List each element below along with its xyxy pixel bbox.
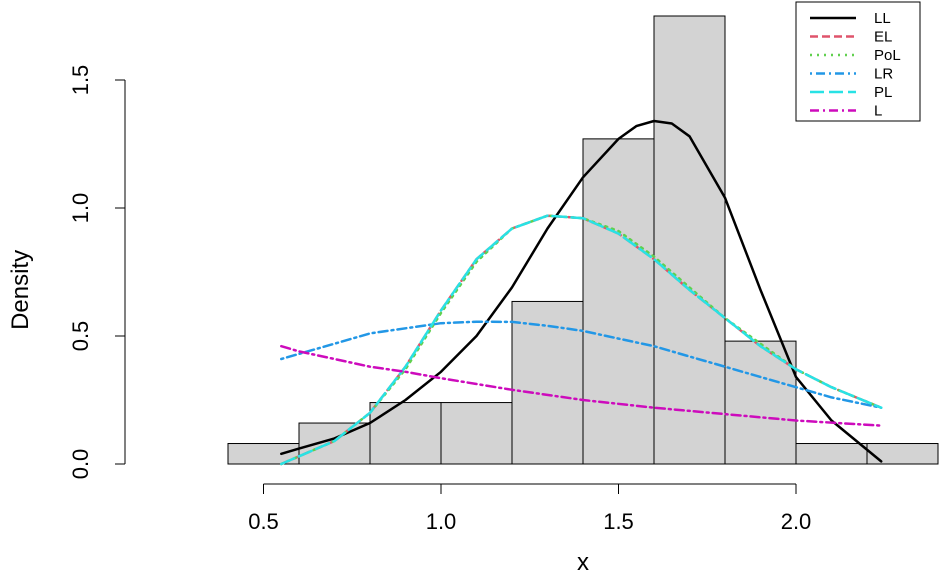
y-axis: 0.0 0.5 1.0 1.5 Density <box>7 65 126 480</box>
histogram-bar-7 <box>653 15 726 465</box>
x-axis-ticks: 0.5 1.0 1.5 2.0 <box>248 484 811 534</box>
legend-label-pol: PoL <box>874 47 901 64</box>
legend-label-lr: LR <box>874 66 893 83</box>
legend-label-ll: LL <box>874 10 891 27</box>
y-axis-title: Density <box>7 250 34 330</box>
legend-label-l: L <box>874 103 882 120</box>
x-axis-title: x <box>577 549 589 575</box>
histogram-bar-2 <box>298 422 371 465</box>
y-tick-label-3: 1.0 <box>68 193 93 224</box>
y-tick-label-2: 0.5 <box>68 321 93 352</box>
curve-lr <box>280 320 883 409</box>
histogram-bars <box>227 15 939 465</box>
x-tick-label-4: 2.0 <box>781 509 812 534</box>
histogram-bar-6 <box>582 138 655 465</box>
curve-l <box>280 344 883 427</box>
histogram-bar-10 <box>866 443 939 465</box>
histogram-bar-8 <box>724 340 797 465</box>
histogram-bar-9 <box>795 443 868 465</box>
histogram-bar-3 <box>369 402 442 465</box>
y-axis-ticks: 0.0 0.5 1.0 1.5 <box>68 65 125 480</box>
x-tick-label-2: 1.0 <box>426 509 457 534</box>
curve-pl <box>280 214 883 466</box>
x-axis: 0.5 1.0 1.5 2.0 x <box>248 483 811 575</box>
legend-label-el: EL <box>874 29 892 46</box>
legend-box <box>795 1 921 122</box>
legend-label-pl: PL <box>874 84 892 101</box>
density-curves <box>280 119 883 466</box>
curve-ll <box>280 119 883 463</box>
x-tick-label-3: 1.5 <box>603 509 634 534</box>
y-tick-label-1: 0.0 <box>68 449 93 480</box>
y-tick-label-4: 1.5 <box>68 65 93 96</box>
x-tick-label-1: 0.5 <box>248 509 279 534</box>
histogram-bar-4 <box>440 402 513 465</box>
